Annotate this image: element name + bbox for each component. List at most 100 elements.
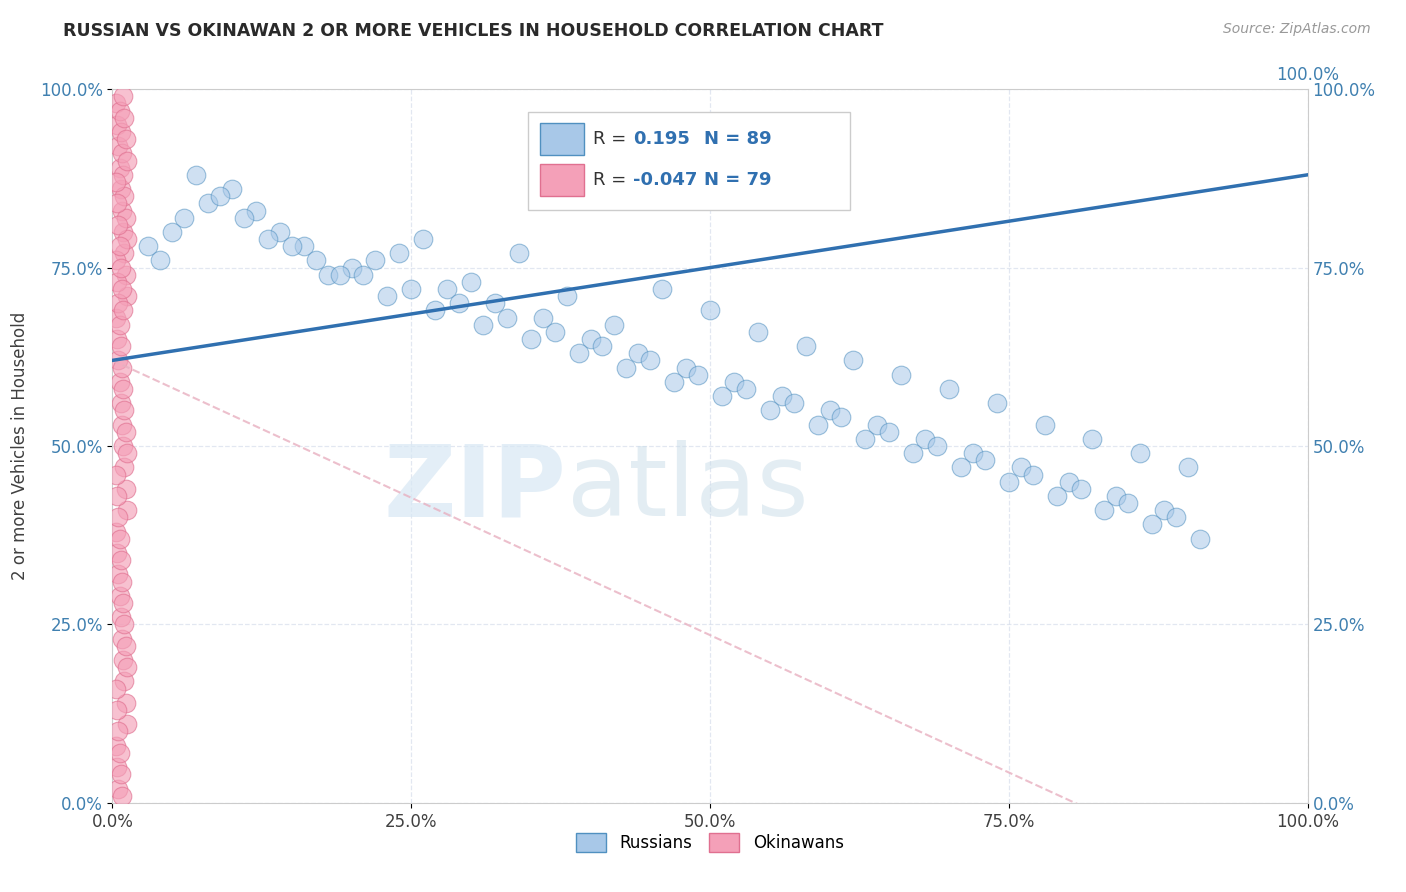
- Point: [115, 153, 138, 168]
- Point: [842, 353, 865, 368]
- Point: [107, 296, 129, 310]
- Text: RUSSIAN VS OKINAWAN 2 OR MORE VEHICLES IN HOUSEHOLD CORRELATION CHART: RUSSIAN VS OKINAWAN 2 OR MORE VEHICLES I…: [63, 22, 884, 40]
- Y-axis label: 2 or more Vehicles in Household: 2 or more Vehicles in Household: [11, 312, 28, 580]
- Point: [711, 389, 734, 403]
- Point: [436, 282, 458, 296]
- Point: [735, 382, 758, 396]
- Point: [579, 332, 602, 346]
- Point: [269, 225, 291, 239]
- Point: [114, 211, 136, 225]
- Point: [316, 268, 339, 282]
- Point: [1189, 532, 1212, 546]
- Point: [245, 203, 267, 218]
- Point: [107, 724, 129, 739]
- Point: [105, 275, 128, 289]
- Point: [105, 524, 128, 539]
- Text: -0.047: -0.047: [633, 171, 697, 189]
- Point: [112, 225, 135, 239]
- Point: [831, 410, 853, 425]
- Point: [112, 89, 135, 103]
- Point: [114, 674, 135, 689]
- Point: [110, 125, 132, 139]
- Point: [105, 196, 128, 211]
- Point: [627, 346, 650, 360]
- Point: [149, 253, 172, 268]
- Point: [950, 460, 973, 475]
- Point: [1177, 460, 1199, 475]
- Point: [281, 239, 304, 253]
- Point: [460, 275, 482, 289]
- Point: [110, 396, 132, 410]
- Point: [105, 681, 128, 696]
- Point: [107, 510, 129, 524]
- Point: [388, 246, 411, 260]
- Point: [114, 268, 136, 282]
- Point: [508, 246, 530, 260]
- Point: [1057, 475, 1080, 489]
- Point: [1153, 503, 1175, 517]
- Point: [105, 175, 128, 189]
- Point: [998, 475, 1021, 489]
- Point: [107, 218, 129, 232]
- Point: [105, 253, 128, 268]
- Bar: [540, 123, 583, 155]
- Point: [449, 296, 471, 310]
- Point: [114, 639, 136, 653]
- Point: [111, 632, 134, 646]
- Point: [112, 653, 135, 667]
- Point: [108, 239, 131, 253]
- Point: [112, 439, 135, 453]
- Point: [484, 296, 506, 310]
- Point: [412, 232, 434, 246]
- Point: [110, 339, 132, 353]
- Legend: Russians, Okinawans: Russians, Okinawans: [569, 826, 851, 859]
- Point: [818, 403, 841, 417]
- Point: [105, 310, 128, 325]
- Point: [114, 111, 135, 125]
- Point: [794, 339, 817, 353]
- Point: [112, 303, 135, 318]
- Point: [603, 318, 626, 332]
- Point: [115, 232, 138, 246]
- Point: [111, 203, 134, 218]
- Point: [108, 532, 131, 546]
- Point: [747, 325, 769, 339]
- Point: [890, 368, 912, 382]
- Point: [496, 310, 519, 325]
- Point: [425, 303, 447, 318]
- Point: [664, 375, 686, 389]
- Point: [115, 717, 138, 731]
- Point: [292, 239, 315, 253]
- Point: [974, 453, 997, 467]
- Point: [962, 446, 984, 460]
- Text: 0.195: 0.195: [633, 130, 690, 148]
- Point: [1022, 467, 1045, 482]
- Text: R =: R =: [593, 171, 633, 189]
- Point: [114, 460, 135, 475]
- Point: [111, 789, 134, 803]
- Point: [1070, 482, 1092, 496]
- Point: [107, 353, 129, 368]
- Point: [111, 282, 134, 296]
- Point: [699, 303, 721, 318]
- Point: [108, 318, 131, 332]
- Point: [340, 260, 363, 275]
- Point: [105, 118, 128, 132]
- Point: [115, 660, 138, 674]
- Point: [162, 225, 183, 239]
- Point: [1046, 489, 1069, 503]
- Point: [927, 439, 949, 453]
- Point: [197, 196, 219, 211]
- Point: [114, 246, 135, 260]
- Point: [531, 310, 554, 325]
- Point: [675, 360, 697, 375]
- Point: [114, 696, 136, 710]
- Point: [110, 610, 132, 624]
- Point: [111, 417, 134, 432]
- Point: [879, 425, 901, 439]
- Point: [114, 617, 135, 632]
- Point: [173, 211, 195, 225]
- Point: [1010, 460, 1032, 475]
- Point: [233, 211, 256, 225]
- Point: [616, 360, 638, 375]
